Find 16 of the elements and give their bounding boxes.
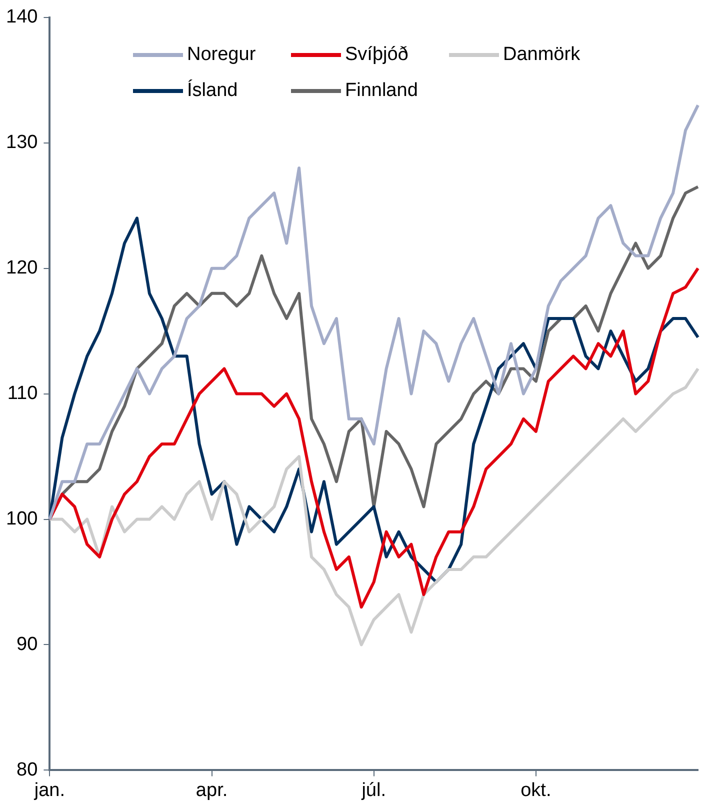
y-tick-label: 90 <box>16 634 38 655</box>
legend-label: Ísland <box>187 80 238 102</box>
y-tick-label: 140 <box>6 6 38 28</box>
legend-label: Noregur <box>187 44 256 66</box>
x-tick-label: júl. <box>360 780 386 801</box>
y-tick-label: 110 <box>7 383 38 404</box>
y-tick-label: 130 <box>6 132 38 154</box>
x-tick-label: okt. <box>520 780 552 801</box>
y-tick-label: 120 <box>6 258 38 279</box>
legend-label: Danmörk <box>503 44 580 66</box>
legend-label: Svíþjóð <box>345 44 408 66</box>
y-tick-label: 80 <box>16 759 38 780</box>
x-tick-label: apr. <box>196 780 228 801</box>
x-tick-label: jan. <box>33 780 66 801</box>
legend-label: Finnland <box>345 80 418 102</box>
y-tick-label: 100 <box>6 508 38 530</box>
